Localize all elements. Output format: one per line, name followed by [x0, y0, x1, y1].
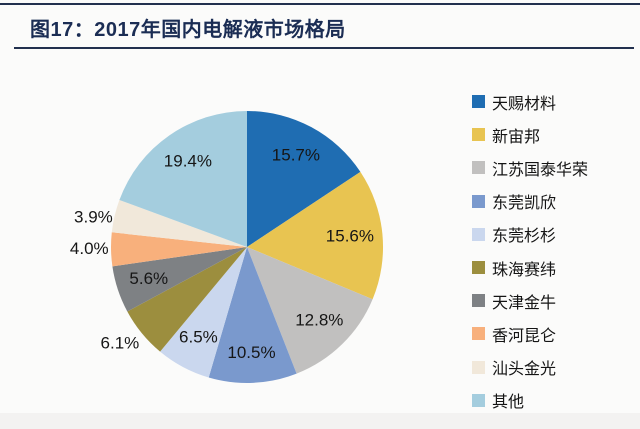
legend-item-6: 天津金牛: [472, 284, 588, 317]
legend-swatch-icon: [472, 393, 485, 407]
legend-label: 天津金牛: [492, 294, 557, 312]
pie-label-1: 15.6%: [326, 227, 374, 246]
pie-label-2: 12.8%: [295, 310, 343, 329]
pie-slice-6: [112, 247, 248, 312]
legend-swatch-icon: [472, 327, 485, 341]
pie-slice-5: [127, 247, 247, 352]
legend-item-3: 东莞凯欣: [472, 185, 588, 218]
pie-slice-2: [247, 247, 373, 374]
figure-title: 图17：2017年国内电解液市场格局: [30, 19, 346, 41]
pie-label-0: 15.7%: [272, 145, 320, 164]
legend-label: 天赐材料: [492, 95, 557, 113]
legend-item-7: 香河昆仑: [472, 317, 588, 350]
pie-label-8: 3.9%: [74, 207, 113, 226]
legend-item-1: 新宙邦: [472, 118, 588, 151]
legend-item-0: 天赐材料: [472, 85, 588, 118]
legend-swatch-icon: [472, 294, 485, 308]
legend-swatch-icon: [472, 128, 485, 142]
legend-item-2: 江苏国泰华荣: [472, 151, 588, 184]
legend-label: 香河昆仑: [492, 327, 557, 345]
legend-item-9: 其他: [472, 384, 588, 417]
legend-swatch-icon: [472, 261, 485, 275]
pie-slice-9: [119, 111, 247, 247]
footer-band: [0, 413, 640, 429]
legend-label: 汕头金光: [492, 361, 557, 379]
legend-item-4: 东莞杉杉: [472, 218, 588, 251]
pie-label-9: 19.4%: [164, 152, 212, 171]
legend-swatch-icon: [472, 161, 485, 175]
legend-swatch-icon: [472, 194, 485, 208]
legend-label: 东莞凯欣: [492, 195, 557, 213]
pie-slice-7: [111, 232, 247, 267]
legend-swatch-icon: [472, 360, 485, 374]
legend-label: 其他: [492, 394, 525, 412]
pie-slice-0: [247, 111, 361, 247]
top-rule: [0, 3, 640, 5]
legend-item-5: 珠海赛纬: [472, 251, 588, 284]
legend-label: 珠海赛纬: [492, 261, 557, 279]
legend-label: 东莞杉杉: [492, 228, 557, 246]
pie-slice-8: [111, 200, 247, 247]
pie-slice-4: [160, 247, 247, 378]
legend-item-8: 汕头金光: [472, 351, 588, 384]
pie-label-5: 6.1%: [101, 333, 140, 352]
pie-label-4: 6.5%: [179, 328, 218, 347]
pie-label-6: 5.6%: [129, 269, 168, 288]
title-rule: [14, 47, 634, 49]
pie-slice-1: [247, 171, 384, 300]
legend-swatch-icon: [472, 227, 485, 241]
legend: 天赐材料新宙邦江苏国泰华荣 东莞凯欣东莞杉杉珠海赛纬天津金牛香河昆仑汕头金光其他: [472, 85, 588, 417]
legend-label: 江苏国泰华荣: [492, 161, 589, 179]
legend-label: 新宙邦: [492, 128, 541, 146]
pie-label-7: 4.0%: [70, 239, 109, 258]
pie-slice-3: [208, 247, 297, 383]
pie-label-3: 10.5%: [227, 343, 275, 362]
legend-swatch-icon: [472, 95, 485, 109]
